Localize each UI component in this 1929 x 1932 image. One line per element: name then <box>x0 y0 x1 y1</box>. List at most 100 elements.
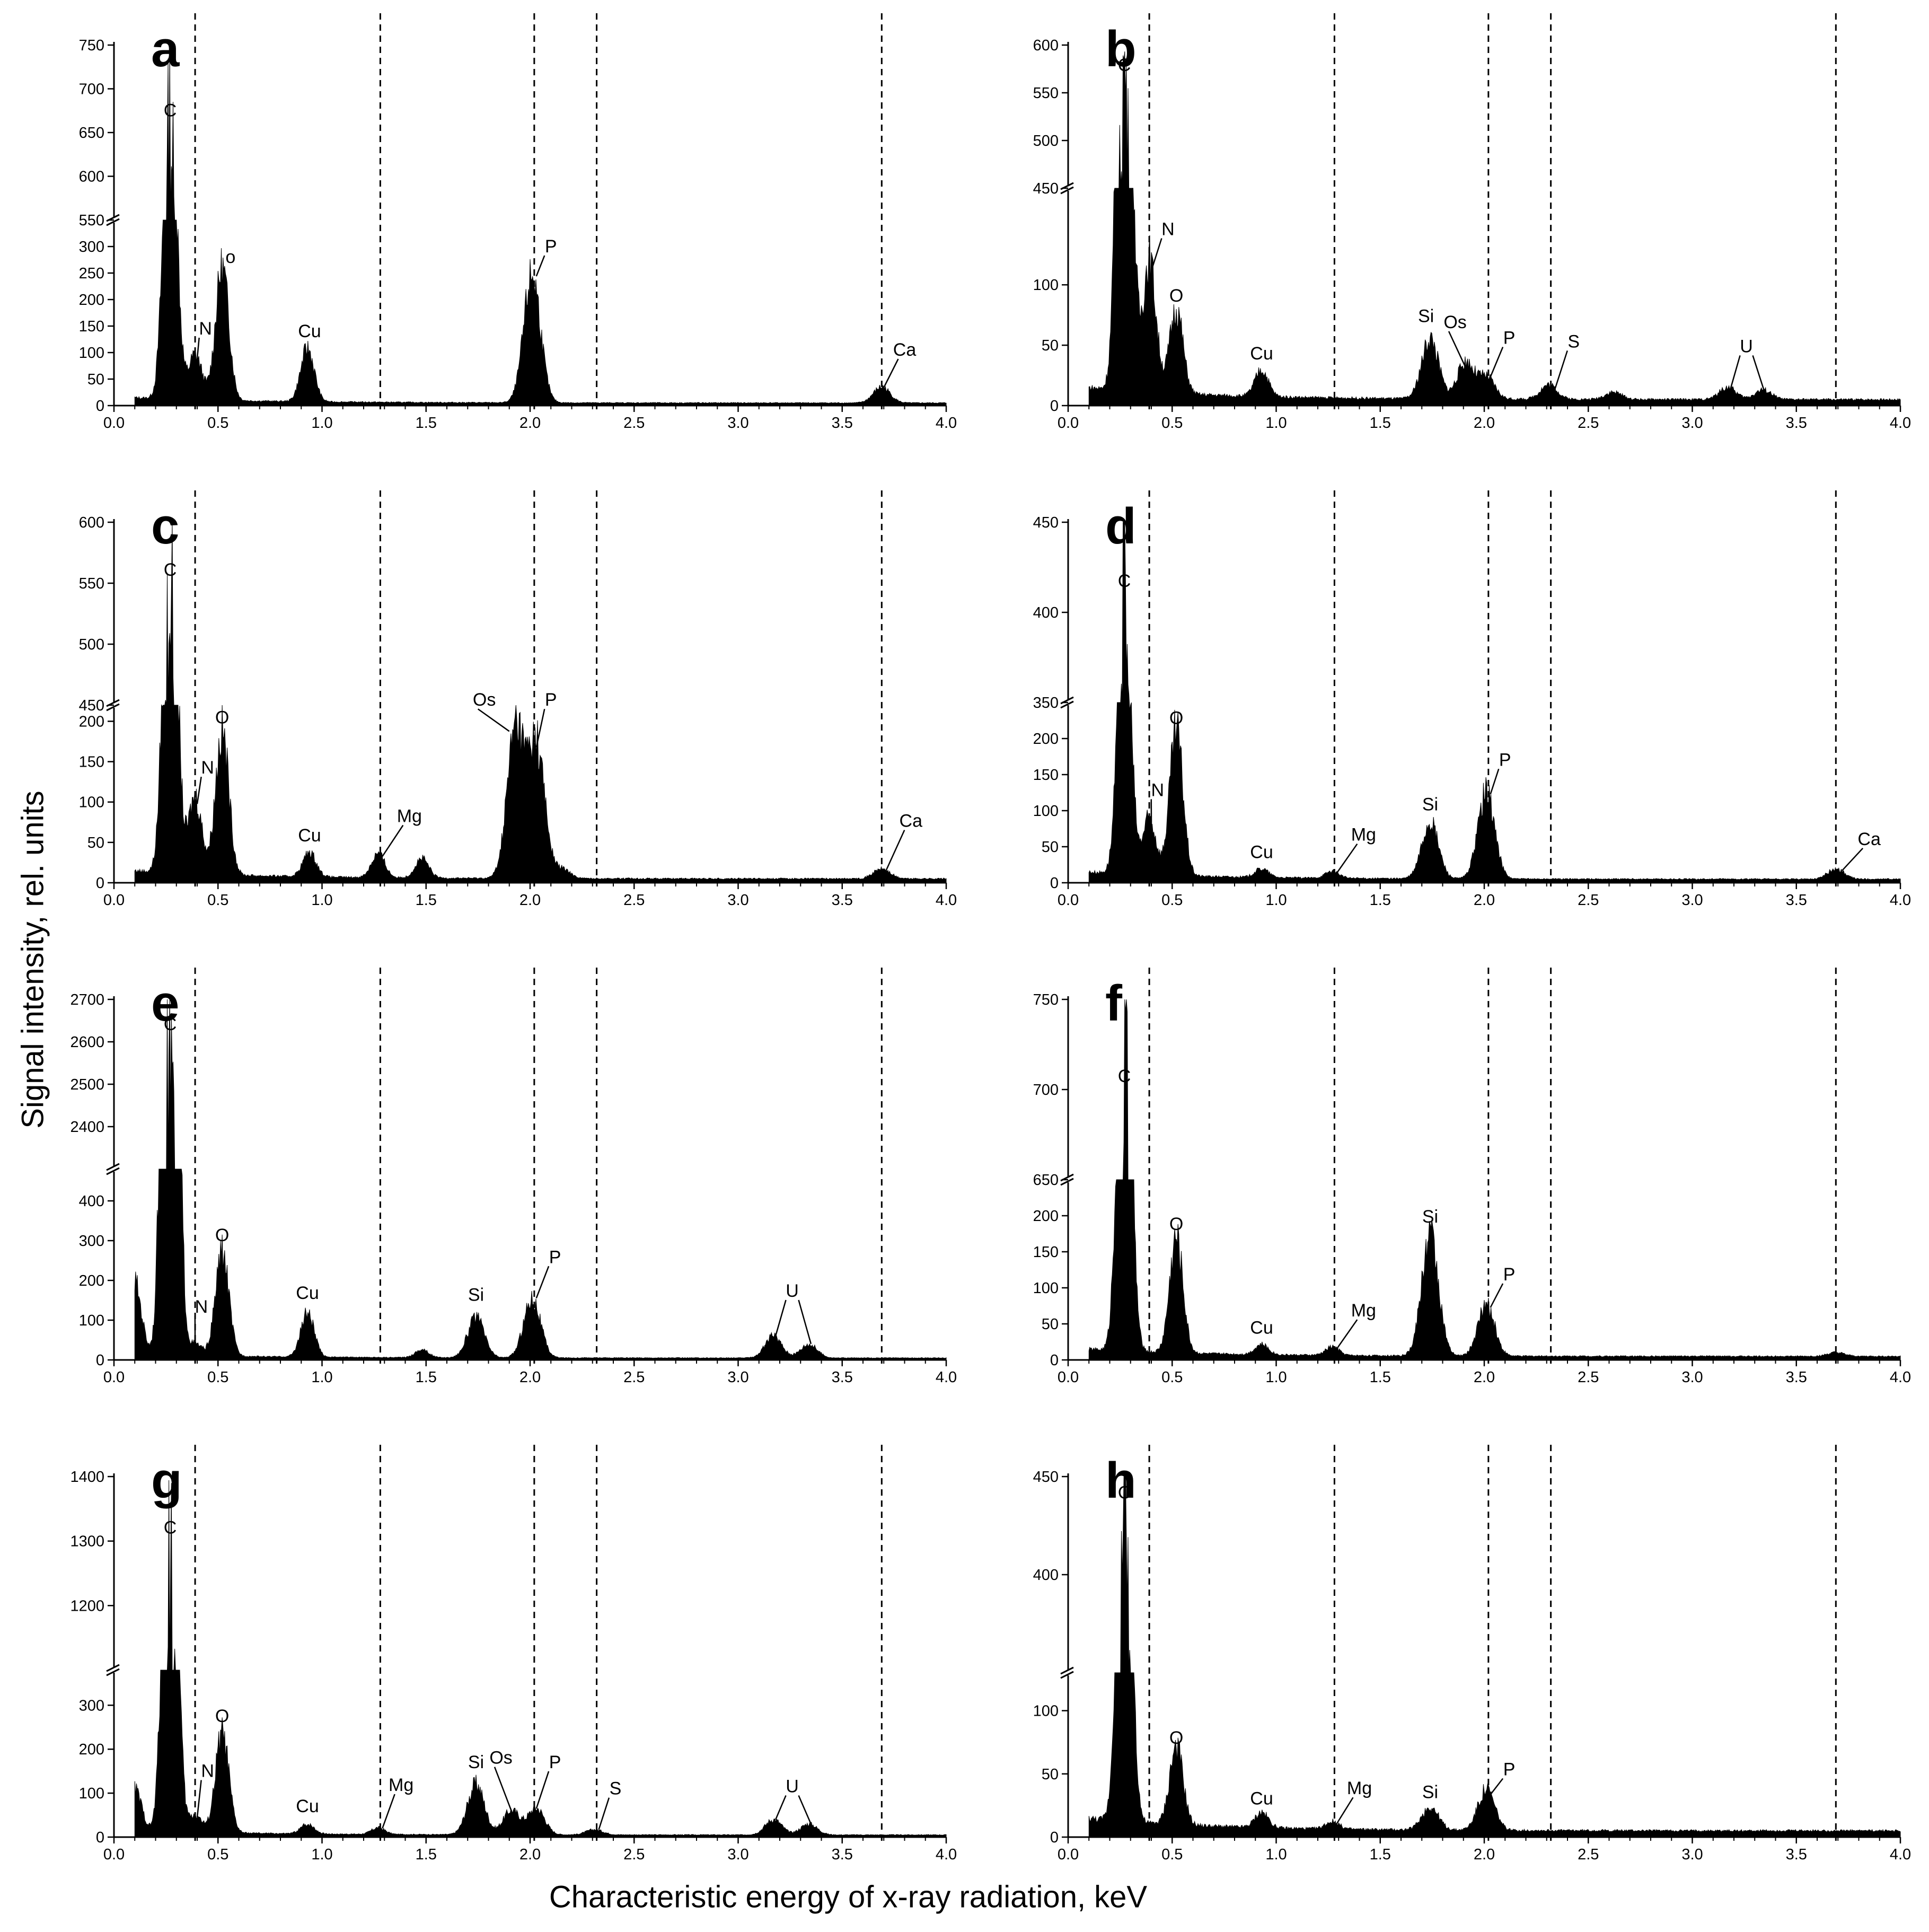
label-leader <box>799 1796 811 1824</box>
x-tick-label: 1.0 <box>311 1369 332 1386</box>
y-tick-label: 450 <box>1033 1469 1059 1486</box>
y-tick-label: 700 <box>1033 1082 1059 1099</box>
element-label: Cu <box>298 826 321 846</box>
label-leader <box>1555 350 1567 389</box>
x-tick-label: 0.5 <box>1161 415 1183 432</box>
element-label: N <box>1151 780 1164 800</box>
y-tick-label: 300 <box>79 239 104 256</box>
y-tick-label: 1300 <box>70 1533 104 1550</box>
element-label: Cu <box>1250 1788 1273 1808</box>
element-label: Si <box>1422 1207 1438 1227</box>
label-leader <box>1730 355 1740 391</box>
spectrum-area <box>135 999 946 1360</box>
x-tick-label: 1.0 <box>311 1846 332 1863</box>
y-tick-label: 0 <box>1050 1352 1059 1369</box>
x-tick-label: 1.0 <box>311 892 332 909</box>
x-tick-label: 0.0 <box>103 1846 125 1863</box>
element-label: C <box>1118 1483 1131 1503</box>
element-label: Os <box>473 690 496 710</box>
element-label: N <box>1161 219 1175 240</box>
y-tick-label: 2500 <box>70 1076 104 1093</box>
y-tick-label: 50 <box>1042 1316 1059 1333</box>
element-label: C <box>164 101 177 121</box>
element-label: N <box>199 319 212 339</box>
x-tick-label: 0.5 <box>1161 1369 1183 1386</box>
x-tick-label: 3.0 <box>727 1846 748 1863</box>
label-leader <box>1449 331 1466 367</box>
spectrum-area <box>135 1480 946 1837</box>
element-label: C <box>1118 571 1131 591</box>
y-tick-label: 750 <box>1033 991 1059 1008</box>
x-tick-label: 2.5 <box>1578 415 1599 432</box>
x-tick-label: 2.5 <box>1578 892 1599 909</box>
x-tick-label: 2.0 <box>519 1846 541 1863</box>
element-label: U <box>1740 336 1753 356</box>
label-leader <box>1491 769 1499 794</box>
element-label: o <box>225 247 235 267</box>
element-label: C <box>164 1014 177 1034</box>
element-label: Ca <box>1857 829 1881 849</box>
element-label: N <box>201 758 214 778</box>
x-tick-label: 3.5 <box>1786 1846 1807 1863</box>
y-tick-label: 100 <box>1033 277 1059 294</box>
y-tick-label: 200 <box>79 292 104 309</box>
label-leader <box>197 777 201 804</box>
x-tick-label: 0.5 <box>207 892 228 909</box>
y-tick-label: 100 <box>79 345 104 362</box>
x-tick-label: 1.5 <box>1370 415 1391 432</box>
y-tick-label: 200 <box>79 1272 104 1289</box>
y-axis-label: Signal intensity, rel. units <box>15 791 51 1128</box>
y-tick-label: 500 <box>79 636 104 653</box>
y-tick-label: 0 <box>96 1829 104 1846</box>
label-leader <box>382 826 403 857</box>
panel-letter: f <box>1105 975 1123 1032</box>
label-leader <box>536 1771 549 1808</box>
label-leader <box>478 709 509 731</box>
spectrum-area <box>1089 51 1900 406</box>
element-label: Cu <box>1250 842 1273 862</box>
x-tick-label: 2.0 <box>519 1369 541 1386</box>
y-tick-label: 600 <box>79 169 104 186</box>
x-tick-label: 3.5 <box>1786 892 1807 909</box>
element-label: C <box>1118 1066 1131 1086</box>
element-label: Mg <box>397 806 422 827</box>
y-tick-label: 0 <box>96 1352 104 1369</box>
x-tick-label: 1.0 <box>1265 892 1287 909</box>
element-label: O <box>1169 286 1183 306</box>
x-tick-label: 2.5 <box>1578 1369 1599 1386</box>
x-tick-label: 2.0 <box>519 415 541 432</box>
element-label: O <box>215 1706 229 1726</box>
y-tick-label: 2700 <box>70 991 104 1008</box>
y-tick-label: 450 <box>1033 514 1059 531</box>
y-tick-label: 50 <box>87 371 104 388</box>
y-tick-label: 150 <box>1033 1244 1059 1261</box>
y-tick-label: 150 <box>1033 767 1059 784</box>
element-label: C <box>164 560 177 580</box>
spectrum-area <box>135 522 946 883</box>
label-leader <box>886 830 904 871</box>
x-tick-label: 2.0 <box>1474 1846 1495 1863</box>
element-label: P <box>545 236 557 257</box>
x-tick-label: 1.5 <box>1370 892 1391 909</box>
element-label: Si <box>468 1285 484 1305</box>
x-tick-label: 3.5 <box>832 1369 853 1386</box>
x-axis-label: Characteristic energy of x-ray radiation… <box>549 1880 1147 1915</box>
element-label: Cu <box>298 321 321 341</box>
y-tick-label: 600 <box>79 514 104 531</box>
y-tick-label: 450 <box>79 697 104 714</box>
y-tick-label: 350 <box>1033 695 1059 712</box>
y-tick-label: 600 <box>1033 37 1059 54</box>
panel-letter: g <box>151 1452 182 1509</box>
x-tick-label: 4.0 <box>936 892 957 909</box>
label-leader <box>1488 347 1503 382</box>
y-tick-label: 700 <box>79 81 104 98</box>
x-tick-label: 1.5 <box>416 415 437 432</box>
label-leader <box>884 359 898 388</box>
x-tick-label: 1.5 <box>416 1846 437 1863</box>
y-tick-label: 50 <box>1042 1766 1059 1783</box>
y-tick-label: 200 <box>1033 1208 1059 1225</box>
x-tick-label: 0.0 <box>103 892 125 909</box>
